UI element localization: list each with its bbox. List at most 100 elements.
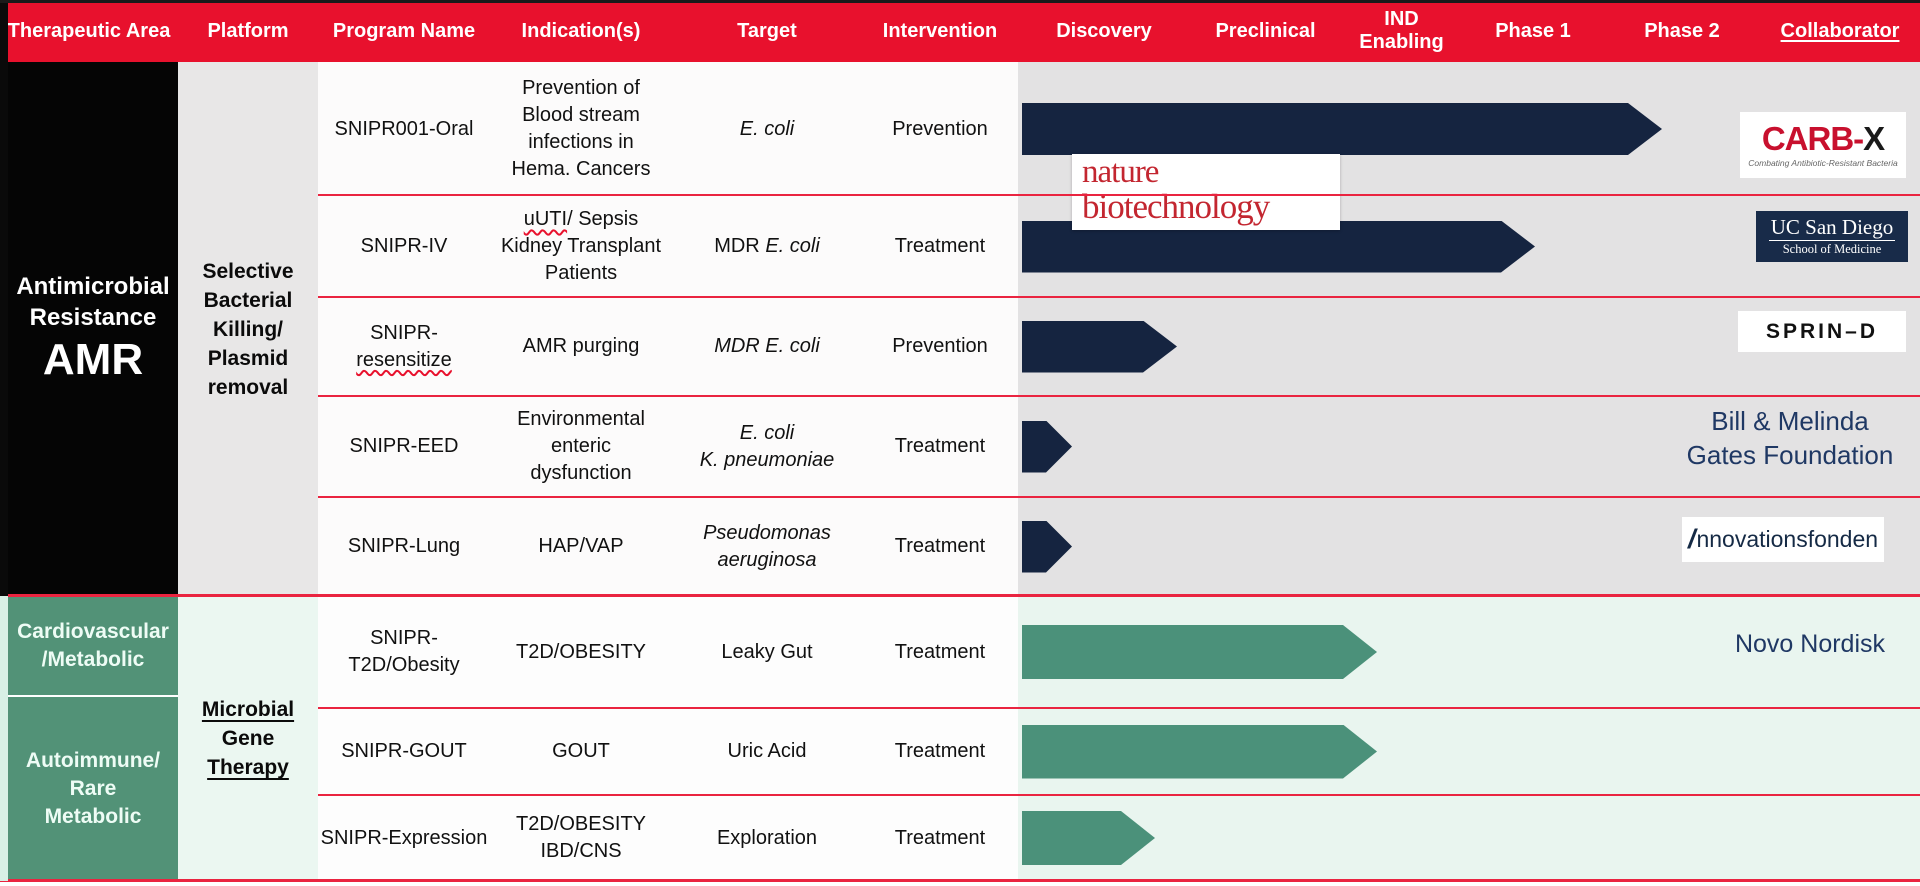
header-collaborator: Collaborator	[1780, 19, 1900, 42]
header-platform: Platform	[207, 19, 289, 42]
header-phase-1: Phase 1	[1495, 19, 1571, 42]
target-cell: Exploration	[672, 795, 862, 881]
nature-biotechnology-logo: nature biotechnology	[1072, 154, 1340, 230]
program-name-cell: SNIPR-IV	[318, 196, 490, 297]
innovationsfonden-logo: / nnovationsfonden	[1682, 517, 1884, 562]
indication-cell: Prevention of Blood stream infections in H…	[490, 62, 672, 196]
header-indications: Indication(s)	[521, 19, 641, 42]
header-program-name: Program Name	[332, 19, 476, 42]
ucsd-line2: School of Medicine	[1782, 242, 1882, 256]
novo-nordisk-logo: Novo Nordisk	[1734, 630, 1886, 658]
indication-cell: T2D/OBESITY IBD/CNS	[490, 795, 672, 881]
cardio-line2: /Metabolic	[41, 647, 145, 671]
target-cell: Leaky Gut	[672, 596, 862, 708]
row-divider	[318, 296, 1920, 298]
row-snipr-t2d-obesity: SNIPR- T2D/Obesity T2D/OBESITY Leaky Gut …	[318, 596, 1920, 708]
phase-lane	[1018, 396, 1920, 497]
progress-arrow	[1022, 103, 1662, 155]
gates-line2: Gates Foundation	[1686, 440, 1894, 470]
autoimmune-line3: Metabolic	[44, 805, 142, 828]
uc-san-diego-logo: UC San Diego School of Medicine	[1756, 211, 1908, 262]
intervention-cell: Treatment	[862, 708, 1018, 795]
platform2-line: Therapy	[207, 756, 289, 779]
platform-microbial-gene-therapy: Microbial Gene Therapy	[178, 596, 318, 881]
program-name-cell: SNIPR-resensitize	[318, 297, 490, 396]
target-cell: Uric Acid	[672, 708, 862, 795]
left-border-black	[0, 0, 8, 596]
header-therapeutic-area: Therapeutic Area	[7, 19, 171, 42]
intervention-cell: Treatment	[862, 196, 1018, 297]
header-discovery: Discovery	[1056, 19, 1152, 42]
target-cell: MDR E. coli	[672, 196, 862, 297]
sprind-logo: SPRIN–D	[1738, 311, 1906, 352]
row-snipr-lung: SNIPR-Lung HAP/VAP Pseudomonas aeruginosa…	[318, 497, 1920, 596]
progress-arrow	[1022, 625, 1377, 679]
platform2-line: Microbial	[201, 698, 295, 721]
row-snipr-eed: SNIPR-EED Environmental enteric dysfunctio…	[318, 396, 1920, 497]
autoimmune-line1: Autoimmune/	[25, 749, 161, 772]
indication-cell: HAP/VAP	[490, 497, 672, 596]
program-name-cell: SNIPR-Expression	[318, 795, 490, 881]
amr-abbr: AMR	[42, 335, 144, 384]
program-name-cell: SNIPR-GOUT	[318, 708, 490, 795]
autoimmune-line2: Rare	[69, 777, 117, 800]
header-target: Target	[737, 19, 797, 42]
indication-cell: Environmental enteric dysfunction	[490, 396, 672, 497]
platform1-line: Bacterial	[203, 288, 293, 312]
program-name-cell: SNIPR001-Oral	[318, 62, 490, 196]
target-cell: Pseudomonas aeruginosa	[672, 497, 862, 596]
green-cell-divider	[8, 695, 178, 697]
intervention-cell: Prevention	[862, 62, 1018, 196]
phase-lane	[1018, 708, 1920, 795]
therapeutic-area-autoimmune-rare-metabolic: Autoimmune/ Rare Metabolic	[8, 697, 178, 881]
section-divider	[0, 594, 1920, 597]
phase-lane	[1018, 795, 1920, 881]
cardio-line1: Cardiovascular	[17, 619, 169, 643]
target-cell: E. coli	[672, 62, 862, 196]
row-snipr-expression: SNIPR-Expression T2D/OBESITY IBD/CNS Expl…	[318, 795, 1920, 881]
header-ind-enabling: IND Enabling	[1359, 8, 1444, 53]
intervention-cell: Prevention	[862, 297, 1018, 396]
indication-cell: uUTI/ Sepsis Kidney Transplant Patients	[490, 196, 672, 297]
therapeutic-area-cardiovascular-metabolic: Cardiovascular /Metabolic	[8, 596, 178, 695]
progress-arrow	[1022, 811, 1155, 865]
carb-x-tagline: Combating Antibiotic-Resistant Bacteria	[1748, 158, 1898, 168]
left-border-mint	[0, 596, 8, 881]
ucsd-line1: UC San Diego	[1768, 215, 1896, 241]
target-cell: MDR E. coli	[672, 297, 862, 396]
platform2-line: Gene	[221, 727, 275, 750]
top-border	[0, 0, 1920, 3]
program-name-cell: SNIPR- T2D/Obesity	[318, 596, 490, 708]
program-name-cell: SNIPR-Lung	[318, 497, 490, 596]
intervention-cell: Treatment	[862, 596, 1018, 708]
intervention-cell: Treatment	[862, 396, 1018, 497]
bottom-border	[0, 879, 1920, 882]
progress-arrow	[1022, 321, 1177, 373]
row-divider	[318, 707, 1920, 709]
progress-arrow	[1022, 421, 1072, 473]
phase-lane	[1018, 596, 1920, 708]
progress-arrow	[1022, 521, 1072, 573]
header-phase-2: Phase 2	[1644, 19, 1720, 42]
progress-arrow	[1022, 725, 1377, 779]
platform1-line: Plasmid	[207, 346, 289, 370]
row-snipr-resensitize: SNIPR-resensitize AMR purging MDR E. col…	[318, 297, 1920, 396]
platform1-line: removal	[207, 375, 289, 399]
nature-logo-line1: nature	[1082, 154, 1159, 190]
target-cell: E. coli K. pneumoniae	[672, 396, 862, 497]
row-divider	[318, 794, 1920, 796]
header-row: Therapeutic Area Platform Program Name I…	[0, 0, 1920, 62]
row-divider	[318, 395, 1920, 397]
platform1-line: Killing/	[212, 317, 283, 341]
gates-foundation-logo: Bill & Melinda Gates Foundation	[1660, 404, 1920, 472]
intervention-cell: Treatment	[862, 497, 1018, 596]
intervention-cell: Treatment	[862, 795, 1018, 881]
program-name-cell: SNIPR-EED	[318, 396, 490, 497]
row-snipr-gout: SNIPR-GOUT GOUT Uric Acid Treatment	[318, 708, 1920, 795]
indication-cell: T2D/OBESITY	[490, 596, 672, 708]
platform1-line: Selective	[202, 259, 294, 283]
amr-line2: Resistance	[29, 304, 157, 331]
carb-x-logo: CARB-X Combating Antibiotic-Resistant Ba…	[1740, 112, 1906, 178]
indication-cell: GOUT	[490, 708, 672, 795]
